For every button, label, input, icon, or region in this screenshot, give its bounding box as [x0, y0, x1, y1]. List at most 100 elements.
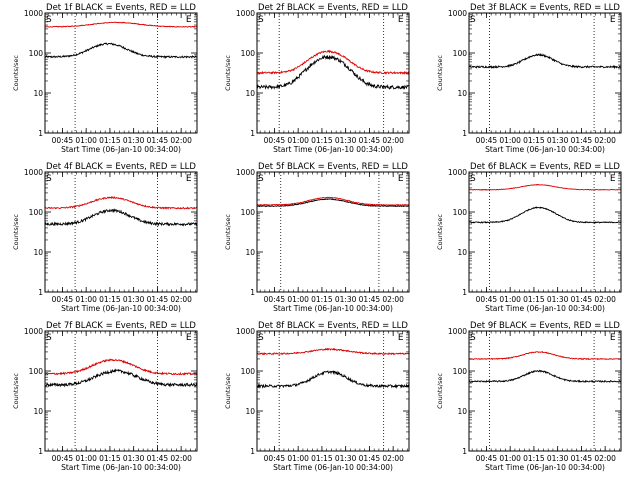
y-axis-label: Counts/sec: [436, 55, 444, 91]
panel-title: Det 6f BLACK = Events, RED = LLD: [470, 162, 620, 172]
x-axis-label: Start Time (06-Jan-10 00:34:00): [61, 145, 181, 154]
y-tick-label: 1: [462, 288, 467, 297]
x-axis-label: Start Time (06-Jan-10 00:34:00): [273, 463, 393, 472]
x-tick-label: 00:45: [476, 136, 498, 145]
x-tick-label: 01:45: [147, 136, 169, 145]
y-tick-label: 1: [250, 129, 255, 138]
y-tick-label: 1000: [236, 168, 255, 177]
y-axis-label: Counts/sec: [224, 55, 232, 91]
plot-frame: [468, 12, 622, 134]
y-tick-label: 100: [29, 208, 44, 217]
series-line-1: [468, 369, 622, 384]
series-line-1: [44, 208, 198, 227]
x-tick-label: 01:30: [547, 454, 569, 463]
y-axis-label: Counts/sec: [12, 214, 20, 250]
end-marker: E: [186, 15, 192, 25]
x-axis-label: Start Time (06-Jan-10 00:34:00): [61, 463, 181, 472]
y-tick-label: 1: [250, 447, 255, 456]
y-tick-label: 1: [38, 447, 43, 456]
y-tick-label: 1000: [24, 9, 43, 18]
y-tick-label: 10: [245, 248, 255, 257]
y-axis-label: Counts/sec: [12, 373, 20, 409]
panel-4: Det 4f BLACK = Events, RED = LLD S E 1 10 100…: [12, 162, 198, 313]
y-tick-label: 10: [33, 407, 43, 416]
x-tick-label: 01:45: [359, 136, 381, 145]
y-tick-label: 1: [250, 288, 255, 297]
x-tick-label: 01:30: [547, 136, 569, 145]
x-tick-label: 01:45: [359, 295, 381, 304]
x-tick-label: 01:30: [123, 454, 145, 463]
x-tick-label: 02:00: [170, 136, 192, 145]
x-axis-label: Start Time (06-Jan-10 00:34:00): [485, 463, 605, 472]
panel-6: Det 6f BLACK = Events, RED = LLD S E 1 10 100…: [436, 162, 622, 313]
x-tick-label: 00:45: [476, 295, 498, 304]
y-axis-label: Counts/sec: [224, 373, 232, 409]
panel-title: Det 2f BLACK = Events, RED = LLD: [258, 3, 408, 13]
series-line-1: [44, 368, 198, 388]
start-marker: S: [258, 333, 264, 343]
y-tick-label: 1: [462, 447, 467, 456]
x-tick-label: 01:45: [571, 454, 593, 463]
panel-7: Det 7f BLACK = Events, RED = LLD S E 1 10 100…: [12, 321, 198, 472]
panel-title: Det 5f BLACK = Events, RED = LLD: [258, 162, 408, 172]
panel-3: Det 3f BLACK = Events, RED = LLD S E 1 10 100…: [436, 3, 622, 154]
series-line-2: [468, 351, 622, 361]
x-tick-label: 00:45: [52, 454, 74, 463]
panel-8: Det 8f BLACK = Events, RED = LLD S E 1 10 100…: [224, 321, 410, 472]
x-tick-label: 01:00: [287, 454, 309, 463]
x-tick-label: 01:15: [99, 295, 121, 304]
y-tick-label: 100: [241, 49, 256, 58]
x-tick-label: 02:00: [594, 295, 616, 304]
y-tick-label: 1000: [448, 9, 467, 18]
x-tick-label: 00:45: [264, 454, 286, 463]
x-tick-label: 01:45: [359, 454, 381, 463]
y-tick-label: 1000: [24, 168, 43, 177]
y-tick-label: 10: [457, 248, 467, 257]
y-tick-label: 100: [453, 208, 468, 217]
y-tick-label: 10: [457, 407, 467, 416]
x-tick-label: 00:45: [264, 295, 286, 304]
x-tick-label: 02:00: [382, 295, 404, 304]
start-marker: S: [46, 174, 52, 184]
plot-frame: [256, 171, 410, 293]
series-line-2: [256, 49, 410, 75]
start-marker: S: [46, 333, 52, 343]
start-marker: S: [470, 15, 476, 25]
x-tick-label: 02:00: [170, 454, 192, 463]
x-tick-label: 01:00: [499, 454, 521, 463]
x-tick-label: 01:30: [123, 136, 145, 145]
panel-title: Det 9f BLACK = Events, RED = LLD: [470, 321, 620, 331]
y-axis-label: Counts/sec: [224, 214, 232, 250]
x-tick-label: 01:15: [99, 136, 121, 145]
panel-title: Det 8f BLACK = Events, RED = LLD: [258, 321, 408, 331]
x-tick-label: 02:00: [170, 295, 192, 304]
series-line-1: [468, 53, 622, 70]
series-line-2: [44, 196, 198, 210]
start-marker: S: [258, 15, 264, 25]
y-tick-label: 1000: [448, 327, 467, 336]
x-axis-label: Start Time (06-Jan-10 00:34:00): [485, 145, 605, 154]
y-tick-label: 1000: [448, 168, 467, 177]
y-tick-label: 10: [245, 407, 255, 416]
plot-frame: [468, 171, 622, 293]
start-marker: S: [258, 174, 264, 184]
x-tick-label: 01:45: [147, 454, 169, 463]
x-tick-label: 01:30: [335, 136, 357, 145]
x-tick-label: 01:45: [571, 295, 593, 304]
y-tick-label: 100: [453, 367, 468, 376]
x-tick-label: 01:00: [499, 136, 521, 145]
start-marker: S: [46, 15, 52, 25]
plot-frame: [468, 330, 622, 452]
y-tick-label: 10: [457, 89, 467, 98]
panel-2: Det 2f BLACK = Events, RED = LLD S E 1 10 100…: [224, 3, 410, 154]
x-tick-label: 00:45: [52, 136, 74, 145]
end-marker: E: [610, 15, 616, 25]
panel-title: Det 1f BLACK = Events, RED = LLD: [46, 3, 196, 13]
y-tick-label: 1000: [236, 327, 255, 336]
series-line-1: [257, 198, 410, 208]
plot-frame: [256, 330, 410, 452]
x-tick-label: 01:45: [571, 136, 593, 145]
x-tick-label: 02:00: [594, 136, 616, 145]
y-tick-label: 1: [462, 129, 467, 138]
